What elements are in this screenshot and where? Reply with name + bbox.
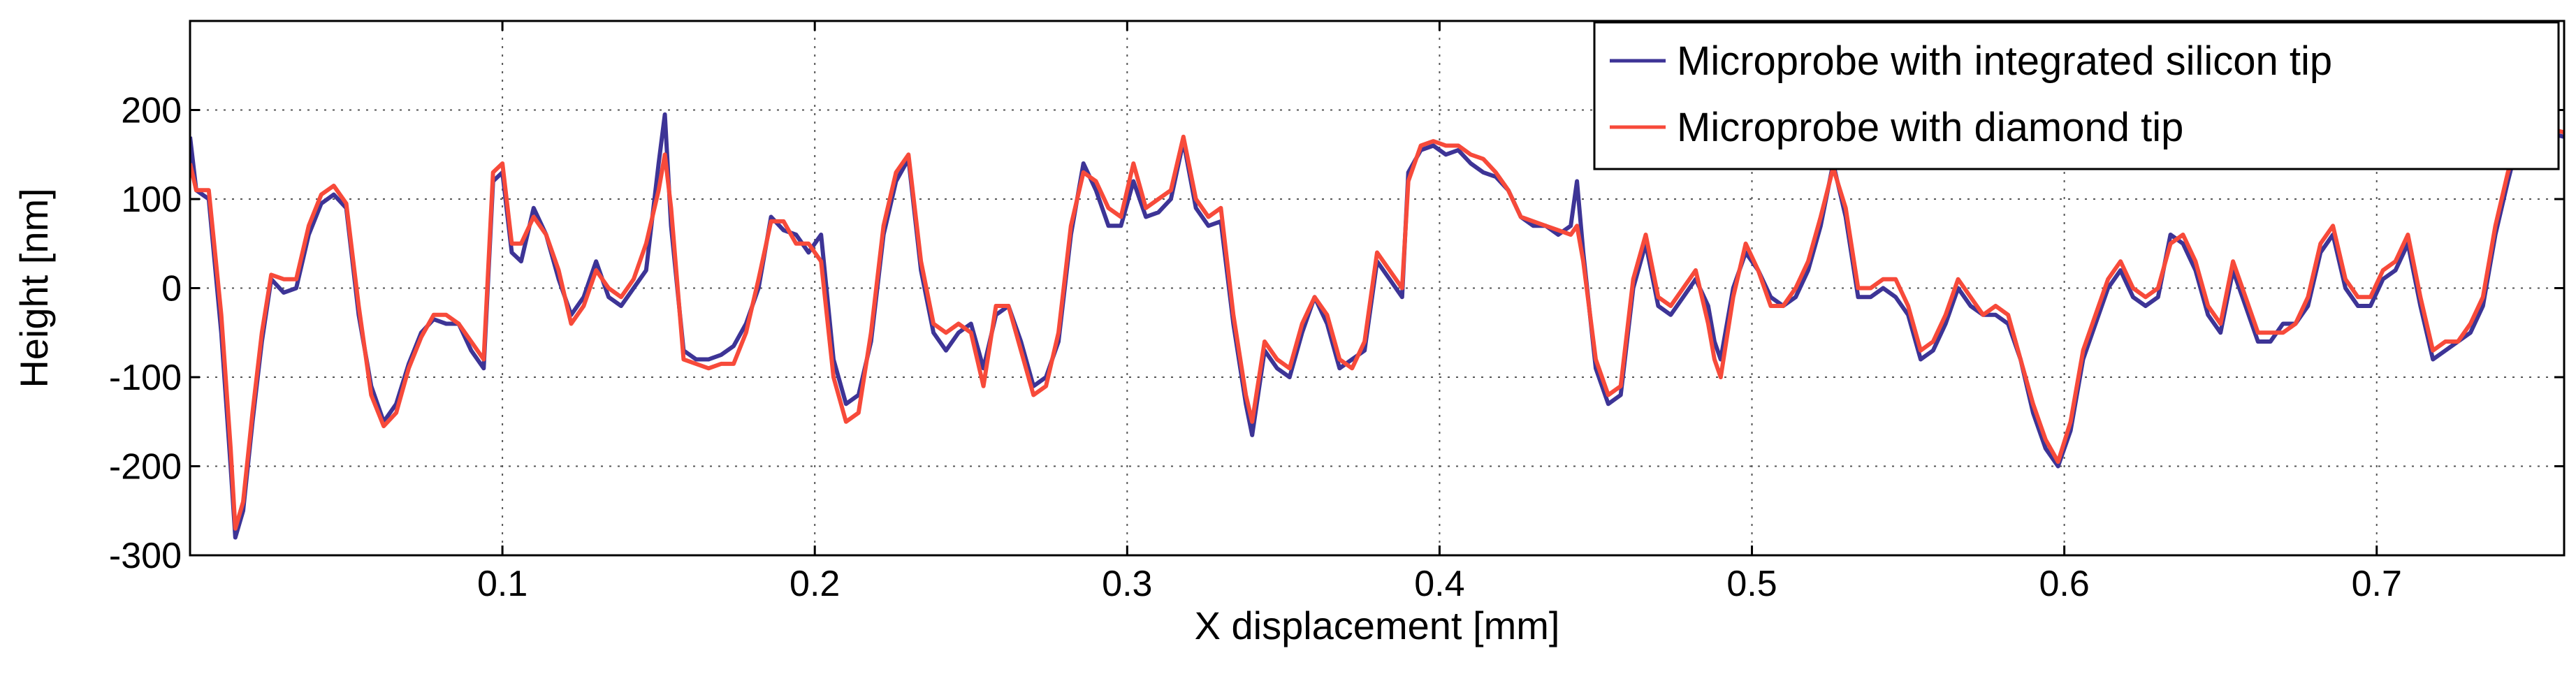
x-tick-label: 0.4 (1414, 564, 1464, 604)
x-tick-label: 0.6 (2039, 564, 2089, 604)
y-axis-label: Height [nm] (12, 188, 56, 388)
x-tick-label: 0.7 (2352, 564, 2402, 604)
x-axis-ticks: 0.1 0.2 0.3 0.4 0.5 0.6 0.7 (477, 21, 2402, 604)
plot-area (190, 112, 2564, 540)
y-tick-label: -100 (109, 358, 182, 398)
x-axis-label: X displacement [mm] (1195, 603, 1560, 647)
y-axis-ticks: -300 -200 -100 0 100 200 (109, 91, 2564, 576)
legend: Microprobe with integrated silicon tip M… (1593, 21, 2560, 170)
y-tick-label: -300 (109, 536, 182, 576)
y-tick-label: 100 (121, 180, 182, 220)
legend-box (1593, 21, 2560, 170)
y-tick-label: -200 (109, 447, 182, 488)
y-tick-label: 200 (121, 91, 182, 131)
x-tick-label: 0.2 (789, 564, 840, 604)
x-tick-label: 0.1 (477, 564, 527, 604)
x-tick-label: 0.3 (1102, 564, 1152, 604)
legend-entry-diamond-tip: Microprobe with diamond tip (1677, 105, 2183, 150)
series-lines (190, 112, 2564, 540)
series-line-1 (190, 121, 2564, 531)
y-tick-label: 0 (161, 269, 182, 309)
x-tick-label: 0.5 (1726, 564, 1777, 604)
legend-entry-silicon-tip: Microprobe with integrated silicon tip (1677, 38, 2332, 84)
